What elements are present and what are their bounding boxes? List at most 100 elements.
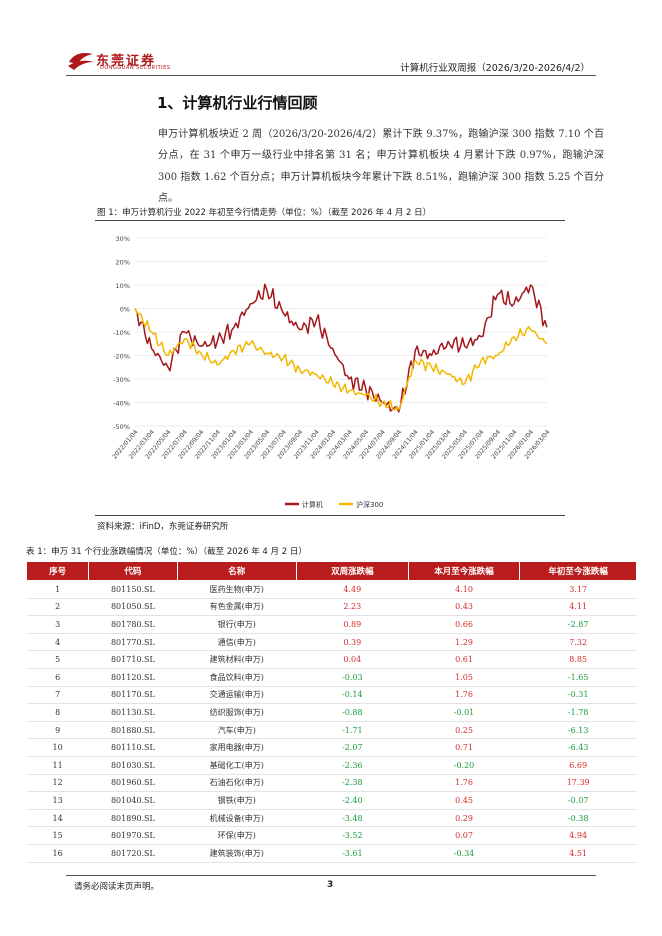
table-row: 10 801110.SL 家用电器(申万) -2.07 0.71 -6.43	[26, 738, 637, 757]
table-cell: 6	[26, 668, 89, 687]
table-cell: 1.05	[408, 668, 520, 687]
table-cell: -2.40	[296, 791, 409, 810]
figure-top-rule	[95, 220, 565, 221]
table-row: 4 801770.SL 通信(申万) 0.39 1.29 7.32	[26, 633, 637, 652]
table-cell: -3.48	[296, 809, 409, 828]
table-row: 14 801890.SL 机械设备(申万) -3.48 0.29 -0.38	[26, 809, 637, 828]
table-body: 1 801150.SL 医药生物(申万) 4.49 4.10 3.17 2 801050.SL…	[26, 580, 637, 863]
table-row: 5 801710.SL 建筑材料(申万) 0.04 0.61 8.85	[26, 650, 637, 669]
table-cell: 801170.SL	[88, 686, 178, 705]
table-cell: 1	[26, 580, 89, 599]
table-header-cell: 双周涨跌幅	[296, 561, 409, 581]
table-cell: 801880.SL	[88, 721, 178, 740]
table-cell: 2.23	[296, 598, 409, 617]
table-cell: 801710.SL	[88, 650, 178, 669]
table-cell: 7.32	[519, 633, 637, 652]
table-cell: -3.61	[296, 844, 409, 863]
y-tick-label: -50%	[113, 423, 130, 431]
table-cell: 交通运输(申万)	[177, 686, 297, 705]
table-cell: 801770.SL	[88, 633, 178, 652]
table-cell: 801120.SL	[88, 668, 178, 687]
table-cell: 801040.SL	[88, 791, 178, 810]
table-cell: -6.13	[519, 721, 637, 740]
table-cell: 1.29	[408, 633, 520, 652]
table-cell: -2.87	[519, 615, 637, 634]
table-cell: 2	[26, 598, 89, 617]
table-cell: 801130.SL	[88, 703, 178, 722]
table-header-cell: 本月至今涨跌幅	[407, 561, 521, 581]
table-cell: 801780.SL	[88, 615, 178, 634]
table-cell: 银行(申万)	[177, 615, 297, 634]
table-cell: 有色金属(申万)	[177, 598, 297, 617]
table-cell: 801150.SL	[88, 580, 178, 599]
table-cell: 10	[26, 738, 89, 757]
table-cell: 1.76	[408, 774, 520, 793]
table-cell: -0.14	[296, 686, 409, 705]
table-cell: 4.11	[519, 598, 637, 617]
table-cell: 4.51	[519, 844, 637, 863]
table-cell: -0.20	[408, 756, 520, 775]
table-cell: -2.38	[296, 774, 409, 793]
table-cell: 4.49	[296, 580, 409, 599]
table-cell: 6.69	[519, 756, 637, 775]
table-cell: 医药生物(申万)	[177, 580, 297, 599]
table-cell: -6.43	[519, 738, 637, 757]
table-row: 7 801170.SL 交通运输(申万) -0.14 1.76 -0.31	[26, 686, 637, 705]
table-cell: 0.39	[296, 633, 409, 652]
industry-performance-table: 序号 代码 名称 双周涨跌幅 本月至今涨跌幅 年初至今涨跌幅 1 801150.SL 医药生物…	[25, 561, 637, 863]
table-row: 3 801780.SL 银行(申万) 0.89 0.66 -2.87	[26, 615, 637, 634]
table-cell: 17.39	[519, 774, 637, 793]
table-cell: 汽车(申万)	[177, 721, 297, 740]
table-row: 2 801050.SL 有色金属(申万) 2.23 0.43 4.11	[26, 598, 637, 617]
table-cell: -0.38	[519, 809, 637, 828]
table-cell: 1.76	[408, 686, 520, 705]
table-cell: 石油石化(申万)	[177, 774, 297, 793]
footer-disclaimer: 请务必阅读末页声明。	[74, 882, 160, 892]
table-cell: -0.01	[408, 703, 520, 722]
table-cell: -2.07	[296, 738, 409, 757]
y-tick-label: 30%	[116, 235, 130, 243]
table-cell: 9	[26, 721, 89, 740]
table-row: 6 801120.SL 食品饮料(申万) -0.03 1.05 -1.65	[26, 668, 637, 687]
table-cell: -0.07	[519, 791, 637, 810]
table-cell: 15	[26, 826, 89, 845]
y-tick-label: -30%	[113, 376, 130, 384]
table-row: 15 801970.SL 环保(申万) -3.52 0.07 4.94	[26, 826, 637, 845]
table-cell: 钢铁(申万)	[177, 791, 297, 810]
table-cell: 4.10	[408, 580, 520, 599]
table-cell: 5	[26, 650, 89, 669]
table-row: 13 801040.SL 钢铁(申万) -2.40 0.45 -0.07	[26, 791, 637, 810]
table-cell: -2.36	[296, 756, 409, 775]
table-cell: 801720.SL	[88, 844, 178, 863]
series-line	[134, 283, 548, 413]
table-caption: 表 1：申万 31 个行业涨跌幅情况（单位：%）（截至 2026 年 4 月 2…	[26, 547, 307, 557]
table-header-cell: 代码	[88, 561, 178, 581]
figure-caption: 图 1：申万计算机行业 2022 年初至今行情走势（单位：%）（截至 2026 …	[97, 208, 432, 218]
table-cell: 通信(申万)	[177, 633, 297, 652]
table-cell: 建筑装饰(申万)	[177, 844, 297, 863]
table-cell: 3	[26, 615, 89, 634]
table-row: 11 801030.SL 基础化工(申万) -2.36 -0.20 6.69	[26, 756, 637, 775]
table-cell: 4.94	[519, 826, 637, 845]
legend-label: 计算机	[302, 500, 323, 509]
table-cell: 食品饮料(申万)	[177, 668, 297, 687]
table-cell: 0.61	[408, 650, 520, 669]
table-cell: 0.71	[408, 738, 520, 757]
table-row: 12 801960.SL 石油石化(申万) -2.38 1.76 17.39	[26, 774, 637, 793]
table-cell: 0.89	[296, 615, 409, 634]
table-cell: 0.66	[408, 615, 520, 634]
page-number: 3	[327, 880, 334, 890]
section-heading: 1、计算机行业行情回顾	[157, 94, 318, 112]
logo-subtitle: DONGGUAN SECURITIES	[100, 65, 171, 71]
figure-bottom-rule	[95, 515, 565, 516]
table-cell: 0.25	[408, 721, 520, 740]
table-cell: 0.43	[408, 598, 520, 617]
table-cell: 家用电器(申万)	[177, 738, 297, 757]
y-tick-label: -20%	[113, 353, 130, 361]
table-header-cell: 名称	[176, 561, 298, 581]
table-cell: -1.65	[519, 668, 637, 687]
table-cell: 7	[26, 686, 89, 705]
table-cell: -0.03	[296, 668, 409, 687]
table-cell: 14	[26, 809, 89, 828]
table-cell: 0.07	[408, 826, 520, 845]
